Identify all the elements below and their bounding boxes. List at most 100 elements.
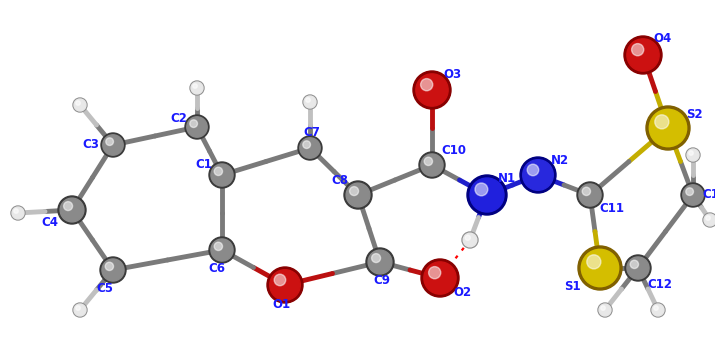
Circle shape bbox=[267, 267, 303, 303]
Circle shape bbox=[649, 109, 686, 147]
Circle shape bbox=[703, 213, 715, 227]
Text: O1: O1 bbox=[272, 299, 290, 311]
Circle shape bbox=[214, 167, 222, 175]
Circle shape bbox=[627, 39, 659, 71]
Circle shape bbox=[372, 254, 380, 262]
Circle shape bbox=[103, 135, 123, 155]
Circle shape bbox=[587, 255, 601, 269]
Circle shape bbox=[274, 274, 286, 286]
Circle shape bbox=[12, 207, 24, 219]
Circle shape bbox=[304, 96, 316, 108]
Circle shape bbox=[58, 196, 86, 224]
Circle shape bbox=[646, 106, 690, 150]
Circle shape bbox=[211, 239, 233, 261]
Circle shape bbox=[683, 185, 703, 205]
Circle shape bbox=[627, 257, 649, 279]
Circle shape bbox=[76, 101, 80, 105]
Circle shape bbox=[681, 183, 705, 207]
Circle shape bbox=[704, 214, 715, 226]
Circle shape bbox=[416, 74, 448, 106]
Circle shape bbox=[467, 175, 507, 215]
Circle shape bbox=[191, 82, 203, 94]
Circle shape bbox=[419, 152, 445, 178]
Circle shape bbox=[298, 136, 322, 160]
Circle shape bbox=[74, 99, 86, 111]
Circle shape bbox=[74, 304, 86, 316]
Text: N2: N2 bbox=[551, 154, 569, 168]
Text: C11: C11 bbox=[599, 203, 624, 216]
Circle shape bbox=[209, 237, 235, 263]
Circle shape bbox=[601, 306, 606, 310]
Circle shape bbox=[475, 183, 488, 196]
Circle shape bbox=[105, 262, 114, 271]
Text: O4: O4 bbox=[654, 33, 672, 46]
Text: C4: C4 bbox=[41, 216, 59, 228]
Circle shape bbox=[520, 157, 556, 193]
Circle shape bbox=[578, 246, 622, 290]
Circle shape bbox=[211, 164, 233, 186]
Circle shape bbox=[214, 242, 222, 251]
Circle shape bbox=[579, 184, 601, 206]
Circle shape bbox=[270, 270, 300, 300]
Text: C12: C12 bbox=[648, 277, 673, 290]
Circle shape bbox=[686, 188, 694, 195]
Circle shape bbox=[630, 260, 638, 269]
Circle shape bbox=[598, 303, 612, 317]
Circle shape bbox=[631, 44, 644, 56]
Circle shape bbox=[625, 255, 651, 281]
Text: C6: C6 bbox=[209, 261, 225, 274]
Circle shape bbox=[193, 84, 197, 88]
Circle shape bbox=[350, 187, 358, 196]
Text: S1: S1 bbox=[563, 279, 581, 292]
Circle shape bbox=[413, 71, 451, 109]
Circle shape bbox=[420, 79, 433, 91]
Circle shape bbox=[428, 267, 440, 279]
Circle shape bbox=[14, 209, 19, 213]
Circle shape bbox=[624, 36, 662, 74]
Circle shape bbox=[523, 160, 553, 190]
Circle shape bbox=[368, 250, 392, 274]
Text: C13: C13 bbox=[703, 188, 715, 202]
Circle shape bbox=[300, 138, 320, 158]
Circle shape bbox=[470, 178, 504, 212]
Circle shape bbox=[652, 304, 664, 316]
Circle shape bbox=[185, 115, 209, 139]
Circle shape bbox=[465, 235, 470, 240]
Text: C7: C7 bbox=[304, 125, 320, 138]
Text: C8: C8 bbox=[332, 174, 348, 187]
Circle shape bbox=[421, 259, 459, 297]
Circle shape bbox=[581, 249, 618, 287]
Circle shape bbox=[462, 232, 478, 248]
Text: C5: C5 bbox=[97, 282, 114, 294]
Circle shape bbox=[689, 151, 694, 155]
Circle shape bbox=[64, 202, 72, 210]
Circle shape bbox=[527, 164, 538, 176]
Circle shape bbox=[686, 148, 700, 162]
Circle shape bbox=[463, 233, 477, 247]
Circle shape bbox=[655, 115, 669, 129]
Circle shape bbox=[303, 95, 317, 109]
Circle shape bbox=[187, 117, 207, 137]
Circle shape bbox=[706, 216, 710, 220]
Text: C3: C3 bbox=[82, 138, 99, 152]
Text: N1: N1 bbox=[498, 172, 516, 186]
Circle shape bbox=[100, 257, 126, 283]
Circle shape bbox=[106, 138, 114, 146]
Text: O3: O3 bbox=[443, 68, 461, 81]
Circle shape bbox=[190, 81, 204, 95]
Circle shape bbox=[687, 149, 699, 161]
Text: C10: C10 bbox=[441, 144, 466, 157]
Circle shape bbox=[73, 98, 87, 112]
Circle shape bbox=[344, 181, 372, 209]
Circle shape bbox=[76, 306, 80, 310]
Text: O2: O2 bbox=[453, 286, 471, 299]
Text: S2: S2 bbox=[686, 107, 702, 120]
Circle shape bbox=[421, 154, 443, 176]
Text: C1: C1 bbox=[196, 158, 212, 171]
Circle shape bbox=[582, 187, 591, 195]
Circle shape bbox=[577, 182, 603, 208]
Circle shape bbox=[424, 157, 433, 166]
Circle shape bbox=[209, 162, 235, 188]
Circle shape bbox=[306, 98, 310, 102]
Circle shape bbox=[11, 206, 25, 220]
